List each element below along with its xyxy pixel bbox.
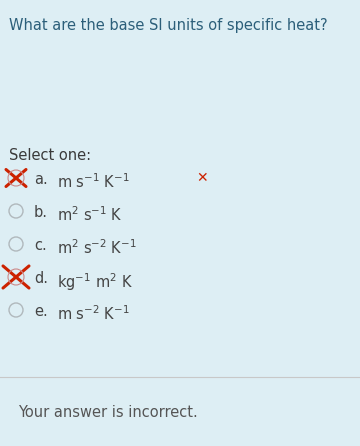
- Text: ✕: ✕: [196, 171, 208, 185]
- Text: d.: d.: [34, 271, 48, 286]
- Text: m$^{2}$ s$^{-1}$ K: m$^{2}$ s$^{-1}$ K: [57, 205, 123, 224]
- Text: Your answer is incorrect.: Your answer is incorrect.: [18, 405, 198, 420]
- Text: a.: a.: [34, 172, 48, 187]
- Text: What are the base SI units of specific heat?: What are the base SI units of specific h…: [9, 18, 328, 33]
- Text: c.: c.: [34, 238, 47, 253]
- Text: e.: e.: [34, 304, 48, 319]
- Text: kg$^{-1}$ m$^{2}$ K: kg$^{-1}$ m$^{2}$ K: [57, 271, 133, 293]
- Text: m s$^{-1}$ K$^{-1}$: m s$^{-1}$ K$^{-1}$: [57, 172, 130, 191]
- Text: m$^{2}$ s$^{-2}$ K$^{-1}$: m$^{2}$ s$^{-2}$ K$^{-1}$: [57, 238, 137, 257]
- Text: b.: b.: [34, 205, 48, 220]
- Text: m s$^{-2}$ K$^{-1}$: m s$^{-2}$ K$^{-1}$: [57, 304, 130, 323]
- Text: Select one:: Select one:: [9, 148, 91, 163]
